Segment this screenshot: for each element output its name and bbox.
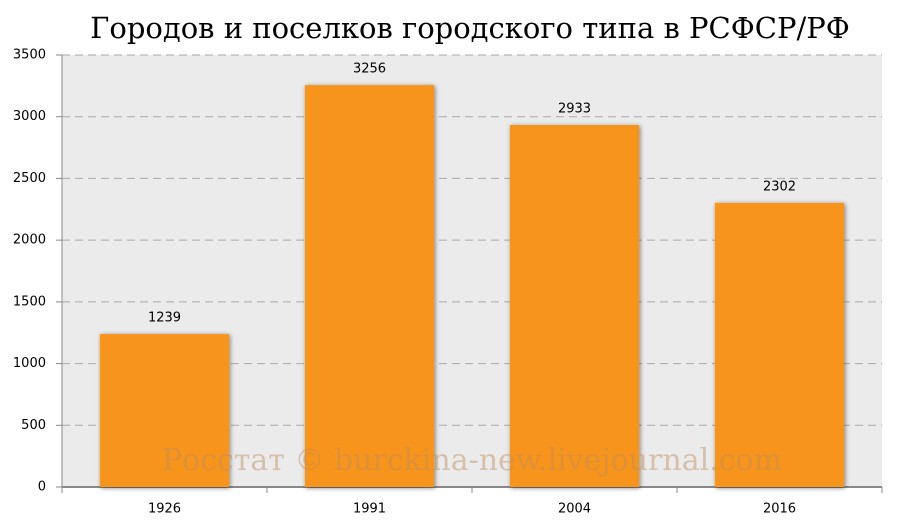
y-tick-label: 3000 [13,109,46,124]
y-tick-label: 500 [21,418,46,433]
value-label: 2933 [558,101,591,116]
x-tick-label: 2004 [558,502,591,517]
x-tick-label: 1991 [353,502,386,517]
bar [714,202,845,487]
y-tick-label: 2000 [13,233,46,248]
bar [304,85,435,487]
chart-title: Городов и поселков городского типа в РСФ… [90,11,850,45]
value-label: 2302 [763,179,796,194]
watermark: Росстат © burckina-new.livejournal.com [162,443,782,478]
y-tick-label: 2500 [13,171,46,186]
y-tick-label: 1000 [13,356,46,371]
bar [99,334,230,487]
y-tick-label: 3500 [13,48,46,63]
y-tick-label: 1500 [13,294,46,309]
x-tick-label: 1926 [148,502,181,517]
value-label: 1239 [148,311,181,326]
y-tick-label: 0 [38,480,46,495]
x-tick-label: 2016 [763,502,796,517]
bar [509,124,640,487]
value-label: 3256 [353,62,386,77]
